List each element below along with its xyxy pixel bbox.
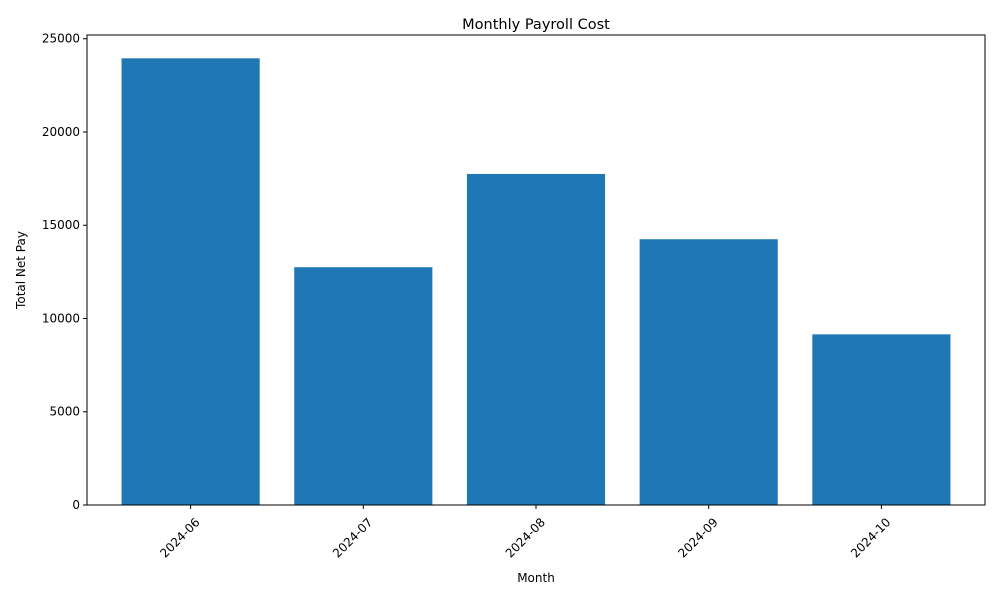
bar-2024-09 bbox=[639, 239, 778, 505]
chart-title: Monthly Payroll Cost bbox=[462, 17, 610, 33]
y-tick-label: 20000 bbox=[42, 125, 80, 139]
y-tick-label: 0 bbox=[72, 498, 80, 512]
y-axis-label: Total Net Pay bbox=[14, 231, 28, 310]
y-axis: 0 5000 10000 15000 20000 25000 bbox=[42, 32, 87, 512]
bar-2024-06 bbox=[121, 58, 260, 506]
y-tick-label: 15000 bbox=[42, 218, 80, 232]
x-axis-label: Month bbox=[517, 571, 555, 585]
bar-2024-07 bbox=[294, 267, 433, 505]
bar-2024-10 bbox=[812, 334, 951, 505]
bar-2024-08 bbox=[466, 173, 606, 505]
y-tick-label: 25000 bbox=[42, 32, 80, 46]
bars-group bbox=[121, 58, 951, 506]
y-tick-label: 10000 bbox=[42, 311, 80, 325]
y-tick-label: 5000 bbox=[49, 405, 80, 419]
